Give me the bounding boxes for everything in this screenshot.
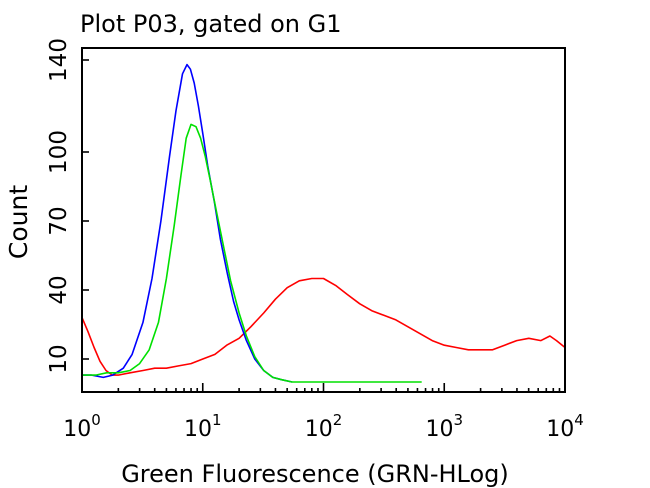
series-line-1 [81,277,566,376]
chart-title: Plot P03, gated on G1 [80,10,342,38]
x-tick-label: 102 [305,411,343,442]
plot-frame [81,47,566,393]
x-tick-label: 101 [184,411,222,442]
x-tick-label: 104 [546,411,584,442]
series-line-2 [82,63,293,383]
y-tick-label: 10 [46,344,72,373]
y-axis-label: Count [4,185,33,259]
y-tick-label: 140 [46,38,72,82]
series-layer [81,63,566,383]
axes: 10 40 70 100 140 100 101 102 103 104 [46,38,584,442]
x-tick-label: 103 [425,411,463,442]
x-tick-label: 100 [63,411,101,442]
y-tick-label: 100 [46,130,72,174]
y-tick-label: 40 [46,275,72,304]
series-line-3 [82,123,422,383]
x-axis-label: Green Fluorescence (GRN-HLog) [121,460,509,488]
y-tick-label: 70 [46,206,72,235]
